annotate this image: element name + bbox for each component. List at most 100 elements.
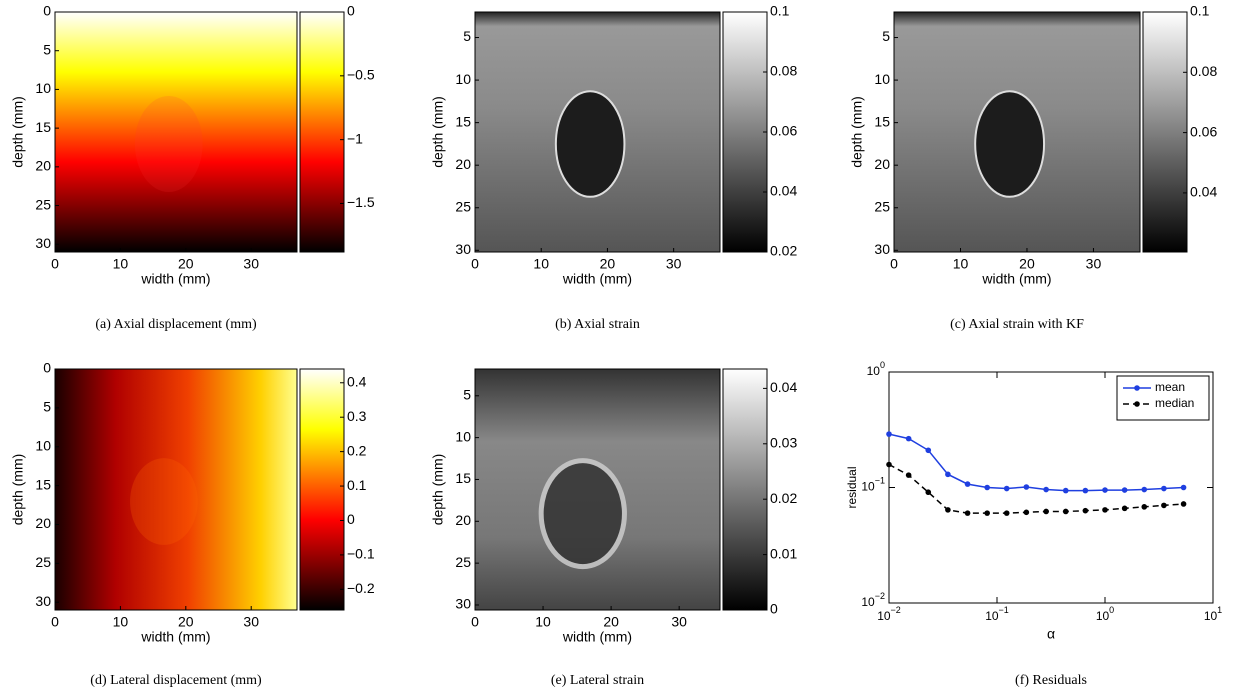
series-marker [1141, 504, 1148, 510]
caption: (b) Axial strain [555, 317, 640, 332]
colorbar [722, 11, 768, 253]
y-tick-label: 30 [874, 241, 890, 257]
tick-label: 10−2 [861, 591, 885, 609]
y-tick-label: 5 [43, 41, 51, 57]
y-tick-label: 20 [455, 512, 471, 528]
colorbar [299, 11, 345, 253]
series-marker [1180, 484, 1187, 491]
tick-exponent: −1 [999, 605, 1009, 615]
inclusion [538, 458, 627, 570]
x-tick-label: 10 [533, 256, 549, 272]
series-marker [886, 461, 892, 468]
colorbar-tick-label: −0.1 [347, 546, 375, 562]
tick-base: 10 [861, 480, 875, 494]
series-marker [1043, 508, 1049, 515]
series-marker [945, 471, 951, 478]
colorbar-tick-label: 0.06 [770, 123, 797, 139]
series-marker [984, 484, 990, 491]
tick-label: 10−1 [985, 605, 1009, 623]
colorbar [299, 368, 345, 611]
x-tick-label: 10 [113, 256, 129, 272]
x-axis-label: width (mm) [981, 271, 1051, 287]
colorbar-tick-label: 0.04 [1190, 184, 1217, 200]
plot-frame [474, 11, 721, 253]
caption: (f) Residuals [1015, 673, 1087, 688]
plot-frame [474, 368, 721, 611]
tick-base: 10 [1204, 609, 1218, 623]
colorbar-tick-label: 0.1 [347, 477, 367, 493]
x-tick-label: 20 [178, 614, 194, 630]
x-tick-label: 30 [1086, 256, 1102, 272]
x-tick-label: 10 [535, 614, 551, 630]
x-axis-label: width (mm) [562, 629, 632, 645]
inclusion [554, 90, 626, 198]
y-tick-label: 30 [35, 235, 51, 251]
series-marker [1102, 487, 1108, 493]
series-marker [1062, 487, 1069, 494]
colorbar-tick-label: −1 [347, 130, 363, 146]
y-axis-label: depth (mm) [430, 454, 446, 526]
tick-base: 10 [1096, 609, 1110, 623]
tick-exponent: −1 [875, 476, 885, 486]
tick-exponent: −2 [891, 605, 901, 615]
colorbar-tick-label: 0.08 [1190, 63, 1217, 79]
x-tick-label: 0 [471, 256, 479, 272]
series-marker [1003, 510, 1010, 516]
y-tick-label: 15 [35, 119, 51, 135]
colorbar-tick-label: 0.4 [347, 373, 367, 389]
tick-label: 100 [1096, 605, 1114, 623]
tick-exponent: 1 [1217, 605, 1222, 615]
colorbar-tick-label: 0.02 [770, 490, 797, 506]
y-tick-label: 15 [35, 476, 51, 492]
colorbar-tick-label: 0.1 [1190, 3, 1210, 19]
tick-exponent: −2 [875, 591, 885, 601]
y-axis-label: depth (mm) [10, 454, 26, 526]
colorbar-tick-label: 0.06 [1190, 123, 1217, 139]
colorbar-tick-label: 0 [347, 511, 355, 527]
series-marker [925, 447, 932, 454]
legend-label: median [1155, 396, 1194, 410]
y-tick-label: 30 [455, 241, 471, 257]
colorbar-tick-label: 0.08 [770, 63, 797, 79]
caption: (c) Axial strain with KF [950, 317, 1084, 332]
colorbar-tick-label: 0.04 [770, 379, 797, 395]
plot-frame [893, 11, 1141, 253]
y-tick-label: 5 [882, 28, 890, 44]
series-marker [905, 435, 912, 442]
colorbar-tick-label: 0 [347, 3, 355, 19]
tick-label: 10−2 [877, 605, 901, 623]
series-marker [1161, 502, 1167, 509]
series-marker [1082, 487, 1089, 494]
series-marker [1003, 485, 1010, 492]
series-marker [1023, 509, 1030, 516]
x-axis-label: width (mm) [140, 271, 210, 287]
x-tick-label: 20 [1019, 256, 1035, 272]
y-tick-label: 25 [455, 554, 471, 570]
series-marker [1102, 507, 1108, 513]
colorbar [1142, 11, 1188, 253]
y-tick-label: 15 [874, 113, 890, 129]
colorbar-tick-label: 0.04 [770, 183, 797, 199]
series-marker [1180, 501, 1187, 507]
series-marker [905, 472, 912, 478]
x-tick-label: 10 [113, 614, 129, 630]
y-tick-label: 20 [35, 515, 51, 531]
y-axis-label: depth (mm) [430, 96, 446, 168]
series-marker [964, 481, 971, 487]
inclusion [130, 458, 198, 545]
image [55, 12, 297, 252]
series-line [888, 433, 1184, 492]
tick-label: 101 [1204, 605, 1222, 623]
colorbar-tick-label: 0.01 [770, 545, 797, 561]
y-tick-label: 5 [463, 386, 471, 402]
y-tick-label: 20 [455, 156, 471, 172]
y-tick-label: 20 [874, 156, 890, 172]
x-axis-label: α [1047, 626, 1055, 642]
legend-label: mean [1155, 380, 1185, 394]
colorbar-tick-label: −1.5 [347, 194, 375, 210]
tick-label: 100 [867, 360, 885, 378]
x-tick-label: 20 [178, 256, 194, 272]
y-tick-label: 0 [43, 360, 51, 376]
y-tick-label: 10 [455, 71, 471, 87]
